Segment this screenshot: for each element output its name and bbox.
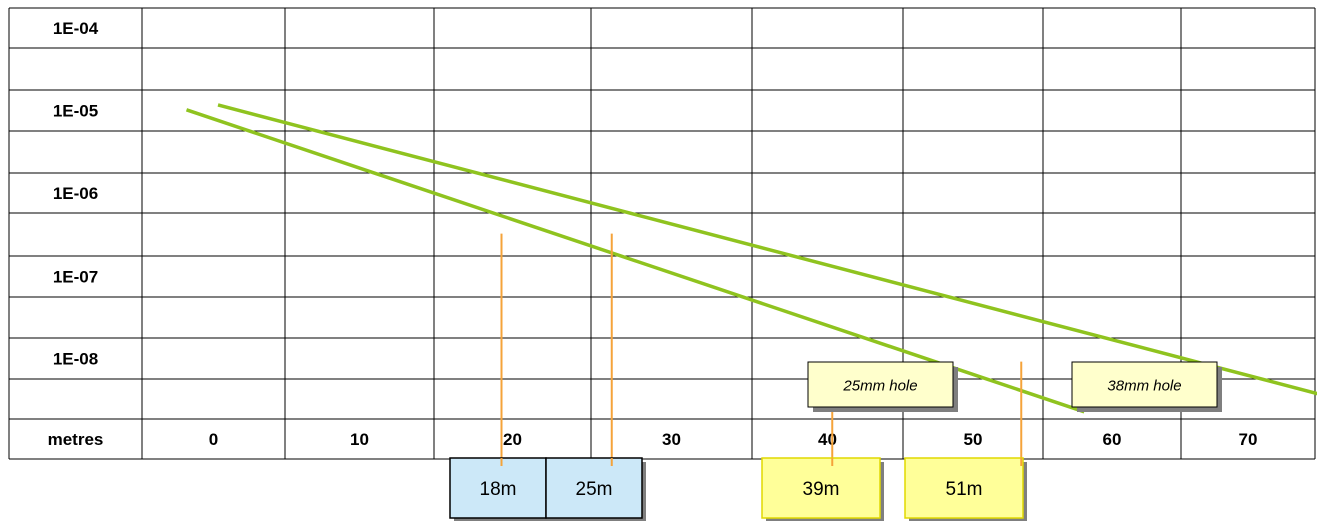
- y-tick-label: 1E-07: [53, 268, 98, 287]
- y-tick-label: 1E-04: [53, 19, 99, 38]
- y-tick-label: 1E-06: [53, 184, 98, 203]
- x-tick-label: 0: [209, 430, 218, 449]
- value-box: [545, 457, 643, 519]
- series-tag-label: 38mm hole: [1107, 378, 1181, 395]
- x-tick-label: 70: [1239, 430, 1258, 449]
- marker-value-label: 39m: [803, 479, 840, 500]
- x-tick-label: 60: [1103, 430, 1122, 449]
- series-line: [217, 103, 1317, 396]
- x-tick-label: 20: [503, 430, 522, 449]
- series-tag-label: 25mm hole: [842, 378, 917, 395]
- y-tick-label: 1E-08: [53, 350, 98, 369]
- value-box: [761, 457, 881, 519]
- value-box: [449, 457, 547, 519]
- series-tag: [807, 361, 954, 408]
- marker-value-label: 25m: [576, 479, 613, 500]
- y-tick-label: 1E-05: [53, 102, 98, 121]
- x-tick-label: 50: [964, 430, 983, 449]
- x-tick-label: 30: [662, 430, 681, 449]
- x-tick-label: 10: [350, 430, 369, 449]
- x-tick-label: 40: [818, 430, 837, 449]
- marker-value-label: 51m: [946, 479, 983, 500]
- series-line: [185, 108, 1085, 414]
- value-box: [904, 457, 1024, 519]
- x-axis-title: metres: [48, 430, 104, 449]
- series-tag: [1071, 361, 1218, 408]
- marker-value-label: 18m: [480, 479, 517, 500]
